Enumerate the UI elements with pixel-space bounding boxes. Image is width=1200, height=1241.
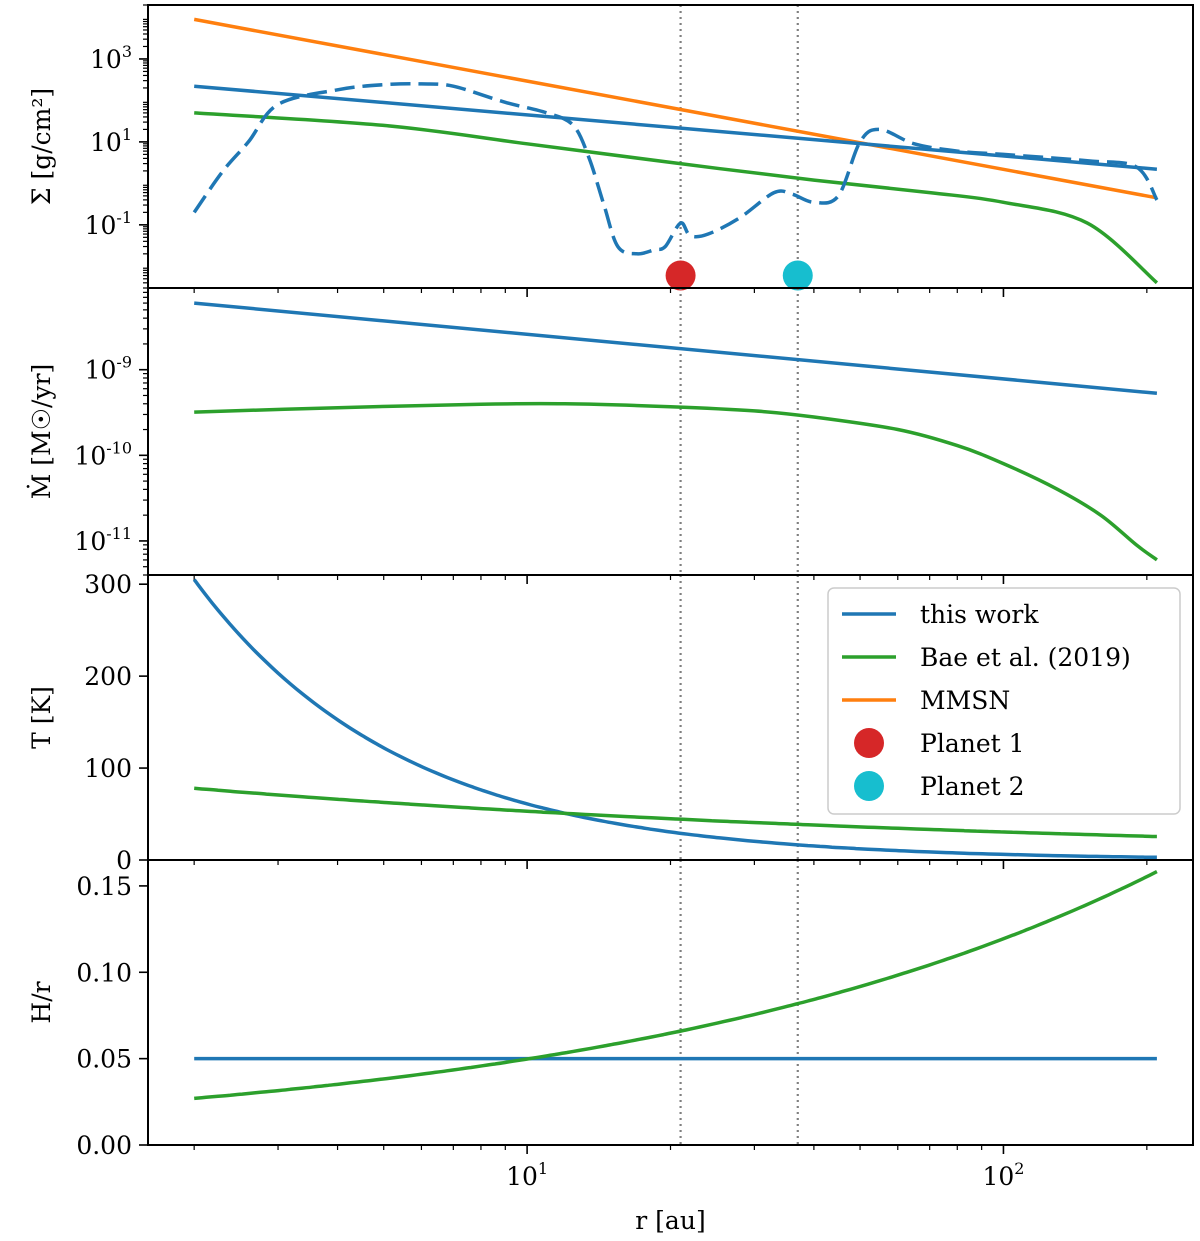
x-tick-label-base: 10 [982, 1162, 1014, 1191]
series-mmsn [193, 17, 1158, 200]
y-tick-label-base: 10 [90, 45, 122, 74]
y-tick-label: 0.05 [76, 1045, 132, 1074]
y-tick-label-exp: -10 [106, 438, 132, 457]
x-tick-label: 101 [506, 1159, 548, 1191]
panel-frame [147, 4, 1194, 289]
series-this-work [194, 301, 1158, 396]
panel-frame [147, 859, 1194, 1146]
y-tick-label-base: 0.00 [76, 1131, 132, 1160]
legend-label-planet-1: Planet 1 [920, 729, 1025, 758]
y-tick-label: 200 [84, 662, 132, 691]
y-tick-label-base: 100 [84, 754, 132, 783]
y-tick-label: 10-9 [85, 353, 132, 385]
y-axis-label: Ṁ [M☉/yr] [27, 364, 56, 500]
y-tick-label-base: 0.05 [76, 1045, 132, 1074]
x-tick-label-exp: 1 [538, 1159, 548, 1178]
series-bae-et-al-2019 [194, 111, 1159, 285]
x-tick-label-base: 10 [506, 1162, 538, 1191]
panel-frame [147, 287, 1194, 576]
y-axis-label: Σ [g/cm²] [27, 88, 56, 205]
y-tick-label: 0.00 [76, 1131, 132, 1160]
series-this-work [192, 578, 1157, 860]
x-tick-label-exp: 2 [1014, 1159, 1024, 1178]
y-tick-label-base: 200 [84, 662, 132, 691]
y-tick-label: 0.15 [76, 872, 132, 901]
x-axis-label: r [au] [635, 1206, 705, 1235]
y-tick-label-exp: 1 [122, 125, 132, 144]
legend-swatch-planet-1 [854, 728, 884, 758]
y-tick-label-exp: -9 [116, 353, 132, 372]
panel-hr: 0.15 0.10 0.05 0.00 H/r [27, 859, 1194, 1160]
y-tick-label: 0.10 [76, 958, 132, 987]
y-tick-label-base: 0.15 [76, 872, 132, 901]
marker-planet-2 [782, 260, 813, 291]
y-tick-label: 103 [90, 42, 132, 74]
y-tick-label-base: 10 [85, 211, 117, 240]
y-tick-label: 10-1 [85, 208, 132, 240]
legend-label-planet-2: Planet 2 [920, 772, 1025, 801]
series-bae-et-al-2019 [194, 786, 1157, 839]
y-tick-label-base: 0.10 [76, 958, 132, 987]
y-tick-label-base: 10 [74, 441, 106, 470]
y-tick-label-exp: -11 [106, 524, 132, 543]
y-tick-label: 300 [84, 570, 132, 599]
legend-label-bae-et-al-2019: Bae et al. (2019) [920, 643, 1131, 672]
legend-label-this-work: this work [920, 600, 1039, 629]
legend-label-mmsn: MMSN [920, 686, 1010, 715]
y-tick-label-exp: 3 [122, 42, 132, 61]
y-tick-label-base: 10 [74, 527, 106, 556]
y-tick-label-exp: -1 [116, 208, 132, 227]
series-bae-et-al-2019 [194, 401, 1158, 562]
y-axis-label: H/r [27, 981, 56, 1023]
y-tick-label: 100 [84, 754, 132, 783]
legend: this work Bae et al. (2019) MMSN Planet 1 Pl… [827, 587, 1181, 815]
series-this-work-gas-profile [192, 82, 1159, 256]
legend-box [827, 587, 1181, 815]
y-axis-label: T [K] [27, 686, 56, 749]
legend-swatch-planet-2 [854, 771, 884, 801]
y-tick-label-base: 0 [116, 846, 132, 875]
y-tick-label: 10-10 [74, 438, 132, 470]
marker-planet-1 [665, 260, 696, 291]
x-tick-label: 102 [982, 1159, 1024, 1191]
y-tick-label-base: 10 [85, 356, 117, 385]
y-tick-label: 0 [116, 846, 132, 875]
y-tick-label-base: 10 [90, 128, 122, 157]
y-tick-label: 10-11 [74, 524, 132, 556]
y-tick-label: 101 [90, 125, 132, 157]
series-bae-et-al-2019 [194, 870, 1158, 1101]
y-tick-label-base: 300 [84, 570, 132, 599]
